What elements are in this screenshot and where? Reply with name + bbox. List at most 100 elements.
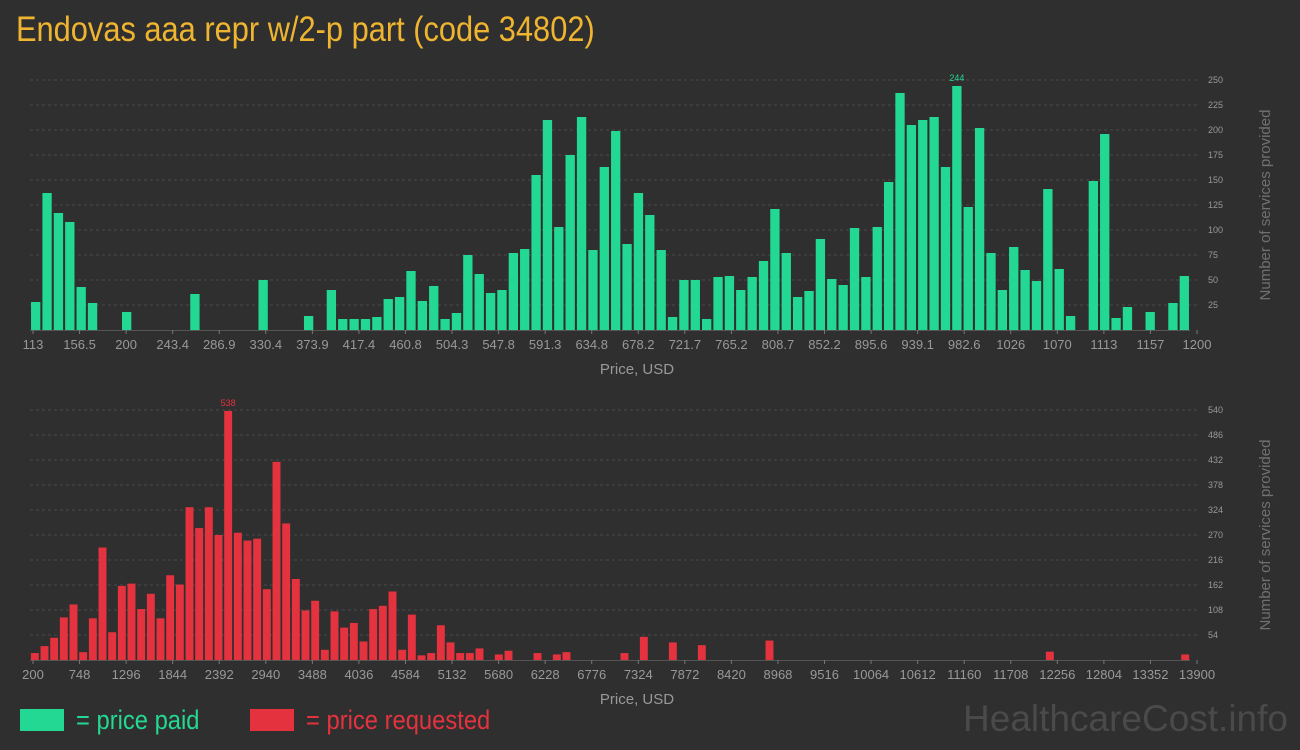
x-tick-label: 3488	[298, 667, 327, 682]
y-tick-label: 75	[1208, 250, 1218, 260]
x-tick-label: 200	[115, 337, 137, 352]
bar	[997, 290, 1008, 330]
bar	[65, 222, 75, 330]
x-tick-label: 678.2	[622, 337, 655, 352]
x-tick-label: 6228	[531, 667, 560, 682]
y-tick-label: 432	[1208, 455, 1223, 465]
bar	[986, 253, 996, 330]
bar	[1181, 654, 1190, 660]
legend-requested: = price requested	[250, 703, 515, 737]
x-tick-label: 5680	[484, 667, 513, 682]
bar	[872, 227, 882, 330]
bar	[429, 286, 439, 330]
x-tick-label: 13352	[1132, 667, 1168, 682]
bar	[42, 193, 52, 330]
bar	[76, 287, 86, 330]
bar	[895, 93, 905, 330]
bar	[137, 609, 146, 660]
x-tick-label: 6776	[577, 667, 606, 682]
bar	[59, 617, 68, 660]
x-tick-label: 113	[23, 337, 44, 352]
bar	[31, 302, 41, 330]
bar	[792, 297, 803, 330]
bar	[883, 182, 894, 330]
y-tick-label: 125	[1208, 200, 1223, 210]
x-axis-label: Price, USD	[600, 691, 674, 708]
bar	[117, 585, 126, 660]
x-tick-label: 504.3	[436, 337, 469, 352]
x-tick-label: 1157	[1136, 337, 1164, 352]
bar	[394, 297, 405, 330]
bar	[494, 654, 503, 660]
bar	[639, 636, 648, 660]
x-tick-label: 7872	[670, 667, 699, 682]
y-axis-label: Number of services provided	[1257, 110, 1274, 301]
bar	[456, 653, 465, 660]
x-tick-label: 12804	[1086, 667, 1122, 682]
bar	[407, 614, 416, 660]
bar	[253, 538, 262, 660]
bar	[398, 649, 407, 660]
y-tick-label: 162	[1208, 580, 1223, 590]
bar	[417, 655, 426, 660]
y-tick-label: 540	[1208, 405, 1223, 415]
bar	[122, 312, 132, 330]
page-title: Endovas aaa repr w/2-p part (code 34802)	[16, 10, 595, 49]
bar	[1065, 316, 1076, 330]
legend-paid-label: = price paid	[76, 704, 200, 735]
bar	[599, 167, 609, 330]
x-tick-label: 1070	[1043, 337, 1072, 352]
bar	[349, 319, 359, 330]
bar	[815, 239, 826, 330]
bar	[713, 277, 723, 330]
y-tick-label: 216	[1208, 555, 1223, 565]
x-tick-label: 12256	[1039, 667, 1075, 682]
y-tick-label: 50	[1208, 275, 1218, 285]
bar	[667, 317, 678, 330]
bar	[531, 175, 541, 330]
bar	[320, 649, 329, 660]
x-tick-label: 895.6	[855, 337, 888, 352]
bar	[326, 290, 337, 330]
bar	[562, 652, 571, 660]
y-tick-label: 25	[1208, 300, 1218, 310]
x-tick-label: 8968	[763, 667, 792, 682]
bar	[406, 271, 416, 330]
bar	[69, 604, 78, 660]
y-tick-label: 175	[1208, 150, 1223, 160]
x-tick-label: 1113	[1090, 337, 1117, 352]
x-axis-label: Price, USD	[600, 361, 674, 378]
bar	[690, 280, 700, 330]
x-tick-label: 11160	[947, 667, 981, 682]
bar	[974, 128, 985, 330]
x-tick-label: 8420	[717, 667, 746, 682]
bar	[554, 227, 564, 330]
x-tick-label: 547.8	[482, 337, 515, 352]
bar	[645, 215, 655, 330]
x-tick-label: 7324	[624, 667, 653, 682]
x-tick-label: 10612	[900, 667, 936, 682]
bar	[838, 285, 848, 330]
x-tick-label: 1296	[112, 667, 141, 682]
y-tick-label: 54	[1208, 630, 1218, 640]
bar	[224, 410, 233, 660]
bar	[1100, 134, 1110, 330]
x-tick-label: 286.9	[203, 337, 236, 352]
x-tick-label: 1026	[996, 337, 1025, 352]
bar	[156, 618, 165, 660]
bar	[166, 575, 175, 660]
price-paid-chart: 25 50 75 100 125 150 175 200 225 250 244 113 156.5 20…	[23, 73, 1274, 378]
bar	[1045, 651, 1054, 660]
bar	[282, 523, 291, 660]
bar	[633, 193, 644, 330]
x-tick-label: 2392	[205, 667, 234, 682]
bar	[465, 653, 474, 660]
bar	[98, 547, 107, 660]
x-tick-label: 11708	[993, 667, 1028, 682]
bar	[940, 167, 951, 330]
bar	[1043, 189, 1053, 330]
bar	[175, 584, 184, 660]
bar	[758, 261, 769, 330]
x-tick-label: 330.4	[250, 337, 283, 352]
bar	[127, 583, 136, 660]
